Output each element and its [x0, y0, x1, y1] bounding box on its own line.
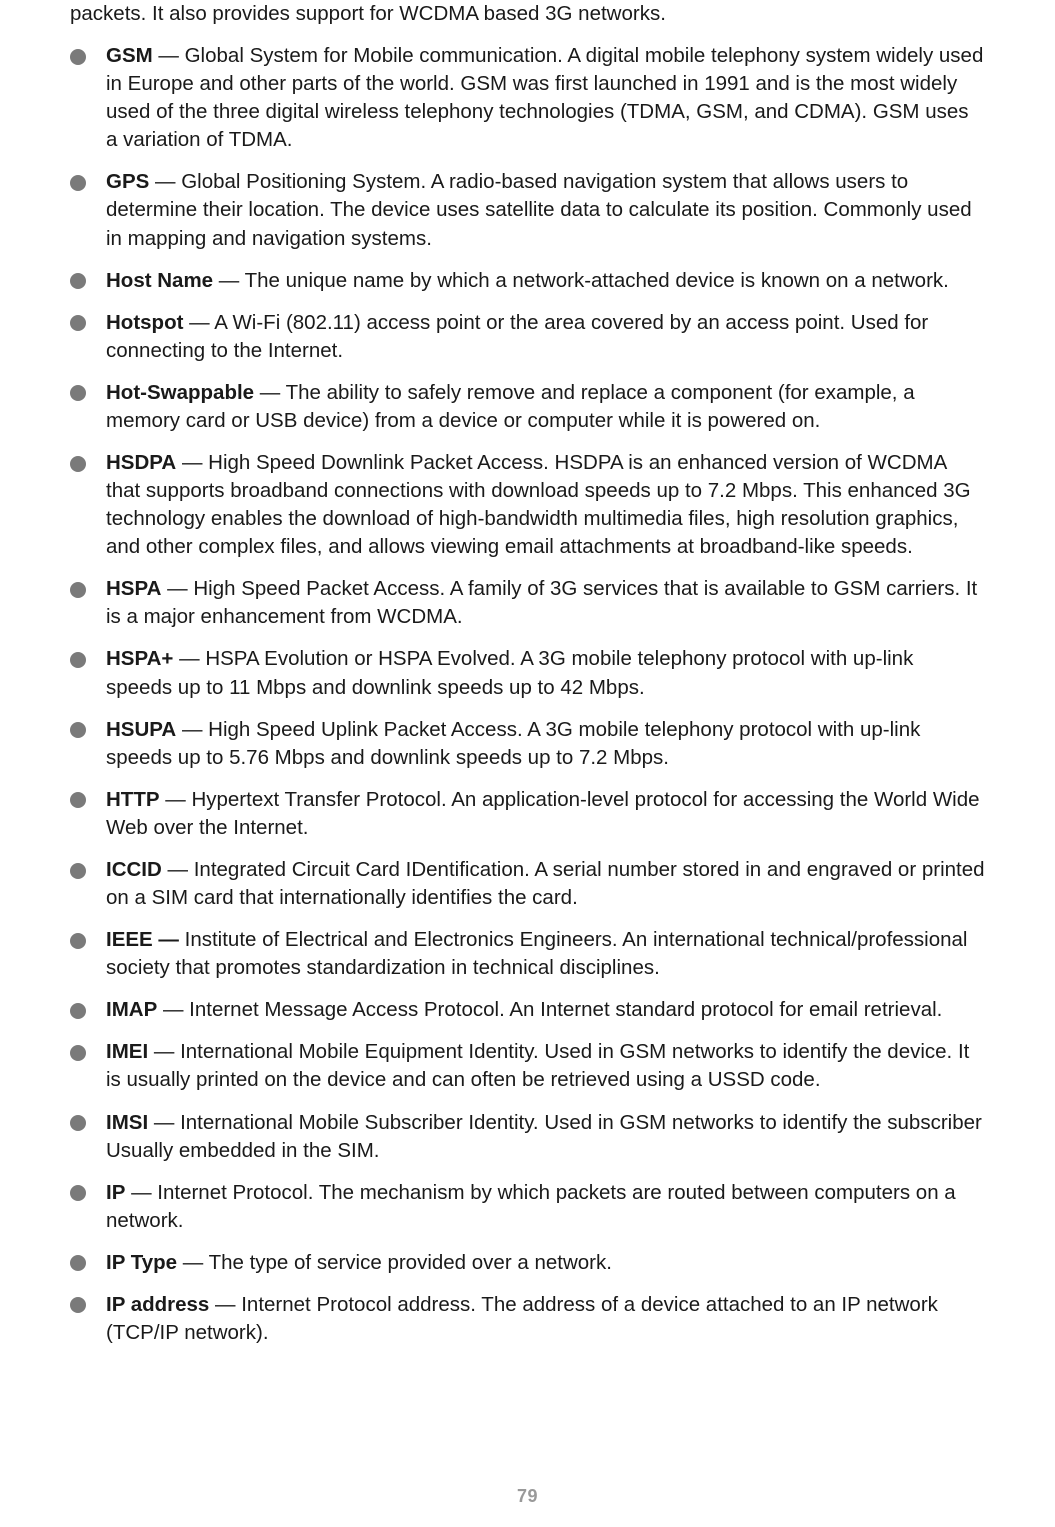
separator: — — [153, 44, 185, 67]
definition: The type of service provided over a netw… — [209, 1251, 612, 1274]
glossary-item: HSDPA — High Speed Downlink Packet Acces… — [70, 449, 985, 561]
glossary-item: HTTP — Hypertext Transfer Protocol. An a… — [70, 786, 985, 842]
definition: Institute of Electrical and Electronics … — [106, 928, 967, 979]
glossary-item: IP Type — The type of service provided o… — [70, 1249, 985, 1277]
term: IP Type — [106, 1251, 177, 1274]
definition: Internet Protocol. The mechanism by whic… — [106, 1181, 956, 1232]
glossary-item: Hot-Swappable — The ability to safely re… — [70, 379, 985, 435]
term: IEEE — [106, 928, 153, 951]
glossary-list: GSM — Global System for Mobile communica… — [70, 42, 985, 1347]
term: IMSI — [106, 1111, 148, 1134]
definition: The unique name by which a network-attac… — [245, 269, 949, 292]
term: HTTP — [106, 788, 160, 811]
separator: — — [161, 577, 193, 600]
term: ICCID — [106, 858, 162, 881]
definition: High Speed Packet Access. A family of 3G… — [106, 577, 977, 628]
term: IP — [106, 1181, 125, 1204]
term: HSPA+ — [106, 647, 173, 670]
term: GSM — [106, 44, 153, 67]
term: IP address — [106, 1293, 209, 1316]
separator: — — [160, 788, 192, 811]
separator: — — [162, 858, 194, 881]
separator: — — [173, 647, 205, 670]
separator: — — [125, 1181, 157, 1204]
separator: — — [176, 451, 208, 474]
definition: Internet Message Access Protocol. An Int… — [189, 998, 942, 1021]
glossary-item: IEEE — Institute of Electrical and Elect… — [70, 926, 985, 982]
term: GPS — [106, 170, 149, 193]
page: packets. It also provides support for WC… — [0, 0, 1055, 1527]
term: HSPA — [106, 577, 161, 600]
intro-fragment: packets. It also provides support for WC… — [70, 0, 985, 28]
glossary-item: Host Name — The unique name by which a n… — [70, 267, 985, 295]
glossary-item: GPS — Global Positioning System. A radio… — [70, 168, 985, 252]
separator: — — [153, 928, 185, 951]
glossary-item: GSM — Global System for Mobile communica… — [70, 42, 985, 154]
separator: — — [148, 1040, 180, 1063]
definition: Hypertext Transfer Protocol. An applicat… — [106, 788, 980, 839]
definition: High Speed Uplink Packet Access. A 3G mo… — [106, 718, 920, 769]
glossary-item: Hotspot — A Wi-Fi (802.11) access point … — [70, 309, 985, 365]
glossary-item: IMSI — International Mobile Subscriber I… — [70, 1109, 985, 1165]
glossary-item: IP address — Internet Protocol address. … — [70, 1291, 985, 1347]
glossary-item: IMEI — International Mobile Equipment Id… — [70, 1038, 985, 1094]
term: IMEI — [106, 1040, 148, 1063]
separator: — — [149, 170, 181, 193]
separator: — — [254, 381, 286, 404]
glossary-item: HSPA+ — HSPA Evolution or HSPA Evolved. … — [70, 645, 985, 701]
glossary-item: HSUPA — High Speed Uplink Packet Access.… — [70, 716, 985, 772]
term: Host Name — [106, 269, 213, 292]
separator: — — [157, 998, 189, 1021]
separator: — — [183, 311, 214, 334]
glossary-item: ICCID — Integrated Circuit Card IDentifi… — [70, 856, 985, 912]
separator: — — [176, 718, 208, 741]
glossary-item: IMAP — Internet Message Access Protocol.… — [70, 996, 985, 1024]
definition: HSPA Evolution or HSPA Evolved. A 3G mob… — [106, 647, 913, 698]
glossary-item: IP — Internet Protocol. The mechanism by… — [70, 1179, 985, 1235]
separator: — — [148, 1111, 180, 1134]
page-number: 79 — [0, 1484, 1055, 1509]
term: HSUPA — [106, 718, 176, 741]
definition: International Mobile Equipment Identity.… — [106, 1040, 969, 1091]
term: Hotspot — [106, 311, 183, 334]
term: HSDPA — [106, 451, 176, 474]
term: Hot-Swappable — [106, 381, 254, 404]
definition: International Mobile Subscriber Identity… — [106, 1111, 982, 1162]
separator: — — [213, 269, 245, 292]
definition: A Wi-Fi (802.11) access point or the are… — [106, 311, 928, 362]
definition: High Speed Downlink Packet Access. HSDPA… — [106, 451, 971, 558]
term: IMAP — [106, 998, 157, 1021]
separator: — — [177, 1251, 209, 1274]
glossary-item: HSPA — High Speed Packet Access. A famil… — [70, 575, 985, 631]
definition: Integrated Circuit Card IDentification. … — [106, 858, 985, 909]
definition: Global System for Mobile communication. … — [106, 44, 983, 151]
definition: Global Positioning System. A radio-based… — [106, 170, 972, 249]
separator: — — [209, 1293, 241, 1316]
